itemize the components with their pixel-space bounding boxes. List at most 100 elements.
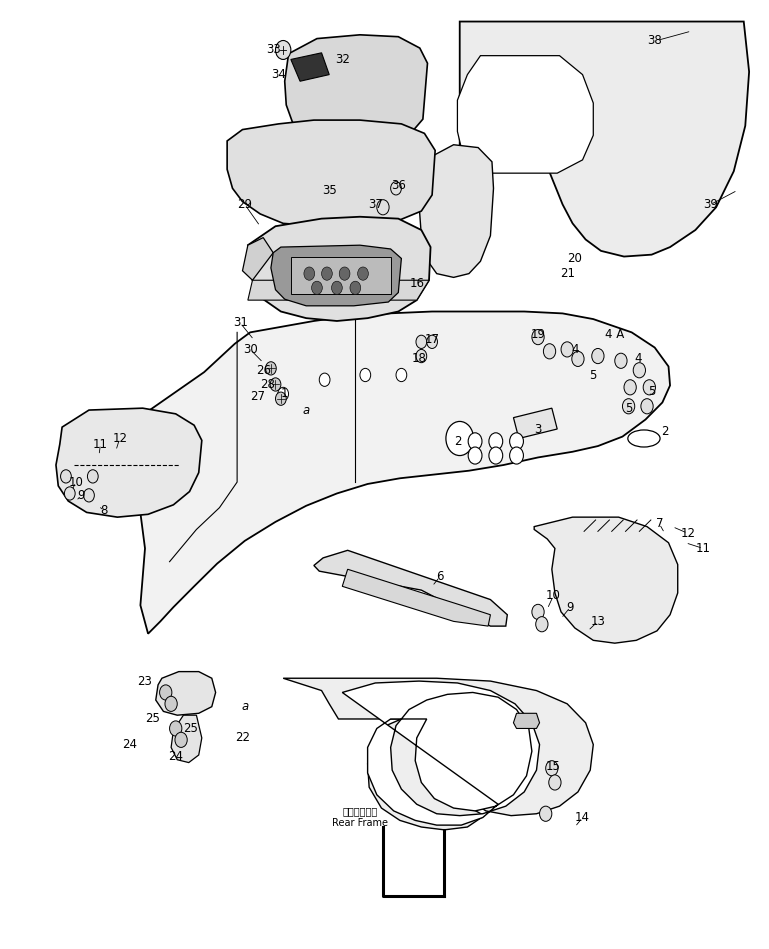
Circle shape xyxy=(468,433,482,450)
Polygon shape xyxy=(534,517,677,643)
Polygon shape xyxy=(248,280,429,300)
Text: 6: 6 xyxy=(436,570,444,584)
Circle shape xyxy=(532,605,544,620)
Circle shape xyxy=(321,267,332,280)
Circle shape xyxy=(339,267,350,280)
Text: 31: 31 xyxy=(233,316,248,329)
Circle shape xyxy=(358,267,368,280)
Circle shape xyxy=(88,470,98,483)
Circle shape xyxy=(350,281,361,294)
Text: 37: 37 xyxy=(368,198,383,211)
Circle shape xyxy=(416,349,427,363)
Text: 25: 25 xyxy=(184,722,198,735)
Circle shape xyxy=(489,433,503,450)
Polygon shape xyxy=(460,22,749,256)
Text: 39: 39 xyxy=(704,198,718,211)
Polygon shape xyxy=(242,237,273,280)
Text: 28: 28 xyxy=(261,378,275,391)
Polygon shape xyxy=(342,681,540,825)
Polygon shape xyxy=(283,679,594,829)
Text: 5: 5 xyxy=(625,401,632,415)
Circle shape xyxy=(61,470,72,483)
Polygon shape xyxy=(171,716,201,763)
Text: 15: 15 xyxy=(546,760,561,772)
Text: 10: 10 xyxy=(546,589,561,603)
Text: 2: 2 xyxy=(454,435,461,448)
Circle shape xyxy=(572,351,584,366)
Text: 13: 13 xyxy=(591,615,605,628)
Text: 20: 20 xyxy=(568,251,582,265)
Circle shape xyxy=(510,433,524,450)
Polygon shape xyxy=(514,714,540,729)
Circle shape xyxy=(270,378,281,391)
Text: 35: 35 xyxy=(322,184,337,196)
Text: 33: 33 xyxy=(266,44,281,57)
Polygon shape xyxy=(156,672,215,716)
Text: 30: 30 xyxy=(243,343,258,356)
Circle shape xyxy=(544,344,556,359)
Circle shape xyxy=(65,487,75,500)
Circle shape xyxy=(622,399,634,414)
Circle shape xyxy=(536,617,548,632)
Circle shape xyxy=(532,329,544,344)
Circle shape xyxy=(170,721,181,736)
Polygon shape xyxy=(285,35,428,145)
Text: 14: 14 xyxy=(575,811,590,824)
Polygon shape xyxy=(271,245,401,306)
Polygon shape xyxy=(458,56,594,173)
Ellipse shape xyxy=(628,430,660,447)
Text: 24: 24 xyxy=(168,751,183,763)
Text: 23: 23 xyxy=(138,675,152,688)
Circle shape xyxy=(84,489,95,502)
Circle shape xyxy=(165,697,177,712)
Text: 11: 11 xyxy=(695,542,711,555)
Circle shape xyxy=(614,353,627,368)
Text: 17: 17 xyxy=(424,333,440,346)
Circle shape xyxy=(265,362,276,375)
Text: リヤフレーム: リヤフレーム xyxy=(342,806,378,816)
Text: 11: 11 xyxy=(93,437,108,451)
Polygon shape xyxy=(227,121,435,226)
Polygon shape xyxy=(342,569,491,626)
Text: 1: 1 xyxy=(281,387,288,400)
Text: a: a xyxy=(241,700,248,713)
Text: 21: 21 xyxy=(560,267,574,280)
Circle shape xyxy=(331,281,342,294)
Polygon shape xyxy=(248,216,431,321)
Circle shape xyxy=(641,399,653,414)
Circle shape xyxy=(175,733,187,748)
Circle shape xyxy=(540,806,552,821)
Text: a: a xyxy=(302,403,310,417)
Text: 24: 24 xyxy=(122,738,137,751)
Text: 4: 4 xyxy=(571,343,578,356)
Circle shape xyxy=(489,447,503,464)
Text: 9: 9 xyxy=(567,601,574,614)
Circle shape xyxy=(377,199,389,214)
Text: 16: 16 xyxy=(409,276,424,289)
Polygon shape xyxy=(314,550,508,626)
Text: 26: 26 xyxy=(256,363,271,377)
Text: 3: 3 xyxy=(534,422,541,436)
Text: 7: 7 xyxy=(655,517,663,530)
Circle shape xyxy=(319,373,330,386)
Text: 10: 10 xyxy=(68,475,83,489)
Circle shape xyxy=(427,335,438,348)
Polygon shape xyxy=(419,145,494,277)
Text: 27: 27 xyxy=(251,390,265,403)
Circle shape xyxy=(275,41,291,60)
Circle shape xyxy=(416,335,427,348)
Text: 8: 8 xyxy=(101,504,108,517)
Circle shape xyxy=(275,392,286,405)
Text: 25: 25 xyxy=(145,713,160,725)
Polygon shape xyxy=(514,408,558,438)
Text: 29: 29 xyxy=(238,198,252,211)
Circle shape xyxy=(546,761,558,776)
Text: 38: 38 xyxy=(647,34,662,47)
Text: 12: 12 xyxy=(681,527,695,540)
Text: 9: 9 xyxy=(78,489,85,502)
Circle shape xyxy=(160,685,172,700)
Circle shape xyxy=(391,181,401,195)
Circle shape xyxy=(633,363,645,378)
Polygon shape xyxy=(291,53,329,82)
Text: 18: 18 xyxy=(411,352,427,365)
